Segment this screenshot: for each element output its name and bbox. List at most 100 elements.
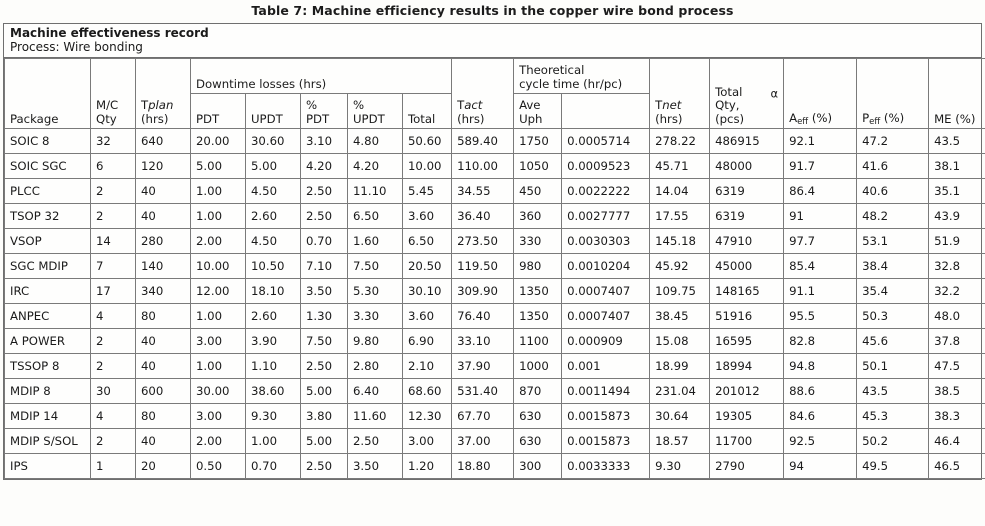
- cell-ave-uph: 630: [513, 428, 563, 455]
- cell-ave-uph: 630: [513, 403, 563, 430]
- cell-pct-updt: 11.60: [347, 403, 403, 430]
- cell-tact: 34.55: [451, 178, 515, 205]
- cell-ave-uph: 330: [513, 228, 563, 255]
- cell-ave-uph: 1000: [513, 353, 563, 380]
- mc-qty-line1: M/C: [96, 98, 119, 113]
- cell-package: IPS: [4, 453, 91, 480]
- col-header-tplan: Tplan (hrs): [135, 58, 191, 130]
- aeff-sub: eff: [797, 117, 809, 128]
- cell-mc-qty: 1: [90, 453, 136, 480]
- cell-total: 50.60: [401, 128, 453, 155]
- cell-pct-pdt: 2.50: [300, 203, 348, 230]
- table-row: PLCC 2 40 1.00 4.50 2.50 11.10 5.45 34.55 450 0.00…: [4, 178, 985, 205]
- cell-tnet: 109.75: [649, 278, 711, 305]
- cell-aeff: 97.7: [783, 228, 858, 255]
- cell-tnet: 17.55: [649, 203, 711, 230]
- cell-ave-uph: 360: [513, 203, 563, 230]
- cell-total: 68.60: [401, 378, 453, 405]
- cell-peff: 50.1: [856, 353, 930, 380]
- cell-pdt: 3.00: [190, 328, 246, 355]
- cell-me: 32.8: [928, 253, 985, 280]
- ave-uph-line2: Uph: [519, 111, 543, 126]
- cell-package: TSOP 32: [4, 203, 91, 230]
- record-header-band: Machine effectiveness record Process: Wi…: [4, 24, 981, 59]
- col-header-me: ME (%): [928, 58, 985, 130]
- cell-tplan: 40: [135, 353, 191, 380]
- cell-pct-updt: 2.80: [347, 353, 403, 380]
- cell-ave-uph: 980: [513, 253, 563, 280]
- col-header-cycle-time-value: [561, 93, 651, 130]
- tact-unit: (hrs): [457, 111, 485, 126]
- machine-effectiveness-table: Machine effectiveness record Process: Wi…: [3, 23, 985, 481]
- cell-package: SOIC 8: [4, 128, 91, 155]
- col-header-aeff: Aeff (%): [783, 58, 858, 130]
- cell-me: 46.4: [928, 428, 985, 455]
- tnet-italic: net: [662, 98, 682, 113]
- cell-updt: 5.00: [245, 153, 301, 180]
- col-header-mc-qty: M/C Qty: [90, 58, 136, 130]
- cell-tnet: 9.30: [649, 453, 711, 480]
- table-row: A POWER 2 40 3.00 3.90 7.50 9.80 6.90 33.10 1100 0…: [4, 328, 985, 355]
- cell-pdt: 1.00: [190, 303, 246, 330]
- cell-mc-qty: 14: [90, 228, 136, 255]
- cell-total-qty: 47910: [709, 228, 785, 255]
- cell-pdt: 1.00: [190, 178, 246, 205]
- cell-cycle-time: 0.0007407: [561, 303, 651, 330]
- cell-tplan: 120: [135, 153, 191, 180]
- cell-tnet: 18.57: [649, 428, 711, 455]
- cell-peff: 48.2: [856, 203, 930, 230]
- cell-tact: 110.00: [451, 153, 515, 180]
- cell-pct-pdt: 2.50: [300, 178, 348, 205]
- total-qty-line2: Qty,: [715, 98, 740, 113]
- cell-pdt: 2.00: [190, 228, 246, 255]
- cell-peff: 53.1: [856, 228, 930, 255]
- cell-package: ANPEC: [4, 303, 91, 330]
- cell-ave-uph: 1750: [513, 128, 563, 155]
- table-row: ANPEC 4 80 1.00 2.60 1.30 3.30 3.60 76.40 1350 0.0…: [4, 303, 985, 330]
- cell-cycle-time: 0.0015873: [561, 403, 651, 430]
- tplan-prefix: T: [141, 98, 149, 113]
- theoretical-line1: Theoretical: [519, 63, 585, 78]
- cell-aeff: 95.5: [783, 303, 858, 330]
- cell-total-qty: 48000: [709, 153, 785, 180]
- cell-total: 1.20: [401, 453, 453, 480]
- cell-pct-updt: 5.30: [347, 278, 403, 305]
- cell-pct-pdt: 5.00: [300, 378, 348, 405]
- cell-cycle-time: 0.000909: [561, 328, 651, 355]
- cell-cycle-time: 0.0022222: [561, 178, 651, 205]
- cell-tnet: 231.04: [649, 378, 711, 405]
- cell-aeff: 84.6: [783, 403, 858, 430]
- cell-tplan: 40: [135, 178, 191, 205]
- cell-cycle-time: 0.0033333: [561, 453, 651, 480]
- cell-package: TSSOP 8: [4, 353, 91, 380]
- cell-aeff: 88.6: [783, 378, 858, 405]
- cell-total: 10.00: [401, 153, 453, 180]
- cell-tact: 37.90: [451, 353, 515, 380]
- cell-me: 43.5: [928, 128, 985, 155]
- cell-tact: 76.40: [451, 303, 515, 330]
- cell-mc-qty: 6: [90, 153, 136, 180]
- cell-pct-updt: 9.80: [347, 328, 403, 355]
- table-row: IPS 1 20 0.50 0.70 2.50 3.50 1.20 18.80 300 0.0033…: [4, 453, 985, 480]
- cell-tplan: 600: [135, 378, 191, 405]
- tact-prefix: T: [457, 98, 465, 113]
- table-row: SOIC 8 32 640 20.00 30.60 3.10 4.80 50.60 589.40…: [4, 128, 985, 155]
- cell-cycle-time: 0.0010204: [561, 253, 651, 280]
- header-row-sub: PDT UPDT % PDT % UPDT Total Ave Uph: [5, 93, 985, 130]
- cell-pct-pdt: 2.50: [300, 453, 348, 480]
- table-row: MDIP S/SOL 2 40 2.00 1.00 5.00 2.50 3.00 37.00 63…: [4, 428, 985, 455]
- cell-aeff: 91.7: [783, 153, 858, 180]
- cell-updt: 18.10: [245, 278, 301, 305]
- cell-pdt: 0.50: [190, 453, 246, 480]
- cell-mc-qty: 7: [90, 253, 136, 280]
- cell-cycle-time: 0.0007407: [561, 278, 651, 305]
- peff-sub: eff: [869, 117, 881, 128]
- table-row: VSOP 14 280 2.00 4.50 0.70 1.60 6.50 273.50 330 0.…: [4, 228, 985, 255]
- cell-ave-uph: 870: [513, 378, 563, 405]
- cell-total-qty: 11700: [709, 428, 785, 455]
- mc-qty-line2: Qty: [96, 111, 117, 126]
- col-header-tact: Tact (hrs): [451, 58, 515, 130]
- cell-pdt: 30.00: [190, 378, 246, 405]
- cell-pdt: 2.00: [190, 428, 246, 455]
- cell-ave-uph: 1050: [513, 153, 563, 180]
